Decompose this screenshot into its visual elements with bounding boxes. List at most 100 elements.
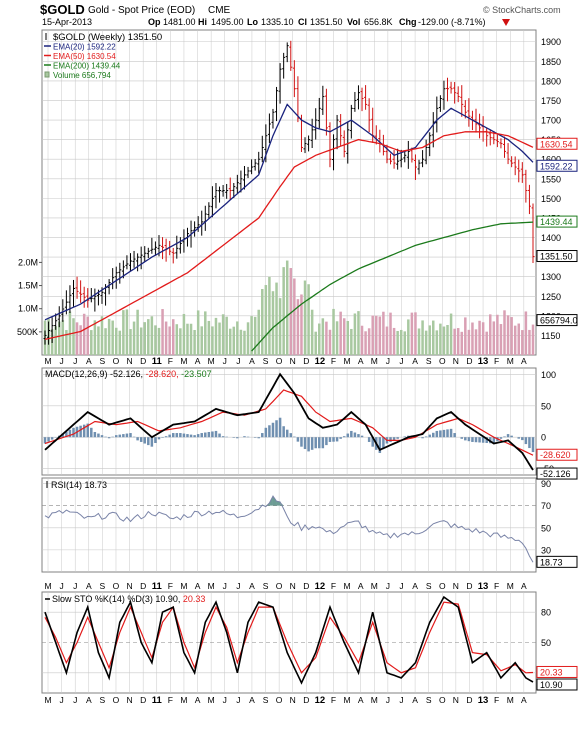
macd-histogram-bar (443, 430, 446, 437)
volume-bar (450, 314, 453, 355)
rsi-tag-text: 18.73 (540, 557, 563, 567)
macd-histogram-bar (161, 437, 164, 438)
macd-histogram-bar (168, 435, 171, 438)
volume-bar (204, 311, 207, 355)
x-tick-label: 12 (315, 581, 326, 592)
macd-histogram-bar (129, 433, 132, 437)
x-tick-label: M (507, 581, 514, 591)
volume-bar (318, 324, 321, 355)
y-tick-label: 0 (541, 433, 546, 443)
y-tick-label: 1550 (541, 174, 561, 184)
macd-histogram-bar (507, 434, 510, 437)
volume-bar (72, 318, 75, 355)
x-tick-label: J (386, 356, 390, 366)
x-tick-label: 12 (315, 356, 326, 367)
x-tick-label: F (331, 356, 336, 366)
x-tick-label: O (439, 695, 446, 705)
volume-tag-text: 656794.0 (540, 316, 578, 326)
volume-bar (261, 289, 264, 355)
volume-bar (528, 330, 531, 355)
macd-histogram-bar (97, 434, 100, 438)
x-tick-label: M (371, 581, 378, 591)
volume-bar (94, 320, 97, 355)
macd-histogram-bar (343, 436, 346, 437)
macd-histogram-bar (304, 437, 307, 449)
macd-histogram-bar (190, 435, 193, 438)
macd-histogram-bar (83, 425, 86, 438)
volume-bar (268, 277, 271, 355)
volume-bar (200, 326, 203, 355)
macd-histogram-bar (222, 436, 225, 437)
x-tick-label: M (208, 581, 215, 591)
macd-histogram-bar (268, 425, 271, 437)
volume-bar (197, 310, 200, 355)
sto-k-tag-text: 10.90 (540, 680, 563, 690)
macd-signal-tag-text: -28.620 (540, 450, 571, 460)
volume-bar (357, 311, 360, 355)
x-tick-label: D (466, 695, 472, 705)
macd-histogram-bar (51, 437, 54, 439)
x-tick-label: S (426, 581, 432, 591)
macd-histogram-bar (108, 437, 111, 438)
macd-histogram-bar (286, 430, 289, 438)
macd-histogram-bar (122, 434, 125, 437)
x-tick-label: F (168, 581, 173, 591)
x-tick-label: 13 (478, 695, 489, 706)
volume-bar (375, 316, 378, 355)
volume-bar (407, 319, 410, 355)
vol-label: Vol (347, 17, 360, 27)
volume-bar (147, 319, 150, 355)
y-tick-label: 1850 (541, 57, 561, 67)
volume-bar (443, 327, 446, 355)
symbol-title: $GOLD (40, 2, 85, 17)
volume-tick-label: 2.0M (18, 257, 38, 267)
y-tick-label: 50 (541, 401, 551, 411)
macd-histogram-bar (119, 435, 122, 438)
hi-value: 1495.00 (211, 17, 244, 27)
x-tick-label: S (426, 695, 432, 705)
y-tick-label: 100 (541, 370, 556, 380)
volume-bar (307, 284, 310, 355)
x-tick-label: A (358, 581, 364, 591)
macd-histogram-bar (275, 420, 278, 437)
macd-histogram-bar (94, 432, 97, 437)
volume-bar (133, 322, 136, 355)
x-tick-label: J (59, 581, 63, 591)
volume-bar (236, 321, 239, 355)
volume-bar (176, 324, 179, 355)
volume-bar (62, 320, 65, 355)
volume-bar (97, 326, 100, 355)
volume-bar (76, 322, 79, 355)
date-label: 15-Apr-2013 (42, 17, 92, 27)
macd-histogram-bar (211, 431, 214, 437)
volume-bar (393, 328, 396, 355)
x-tick-label: F (168, 356, 173, 366)
y-tick-label: 30 (541, 545, 551, 555)
volume-bar (350, 329, 353, 355)
volume-bar (101, 316, 104, 355)
macd-histogram-bar (521, 437, 524, 440)
macd-histogram-bar (314, 437, 317, 448)
macd-histogram-bar (517, 437, 520, 438)
macd-histogram-bar (468, 437, 471, 441)
volume-bar (485, 332, 488, 355)
op-value: 1481.00 (163, 17, 196, 27)
volume-bar (254, 317, 257, 355)
macd-histogram-bar (325, 437, 328, 445)
x-tick-label: F (494, 581, 499, 591)
x-tick-label: N (290, 581, 296, 591)
x-tick-label: A (86, 356, 92, 366)
macd-histogram-bar (339, 437, 342, 439)
x-tick-label: S (263, 695, 269, 705)
x-tick-label: J (386, 581, 390, 591)
price-tag-text: 1630.54 (540, 139, 573, 149)
macd-histogram-bar (204, 433, 207, 438)
volume-bar (208, 321, 211, 355)
volume-bar (229, 329, 232, 355)
macd-histogram-bar (247, 437, 250, 438)
x-tick-label: A (412, 581, 418, 591)
macd-histogram-bar (179, 433, 182, 437)
x-tick-label: A (249, 581, 255, 591)
macd-histogram-bar (421, 437, 424, 438)
volume-bar (339, 312, 342, 355)
